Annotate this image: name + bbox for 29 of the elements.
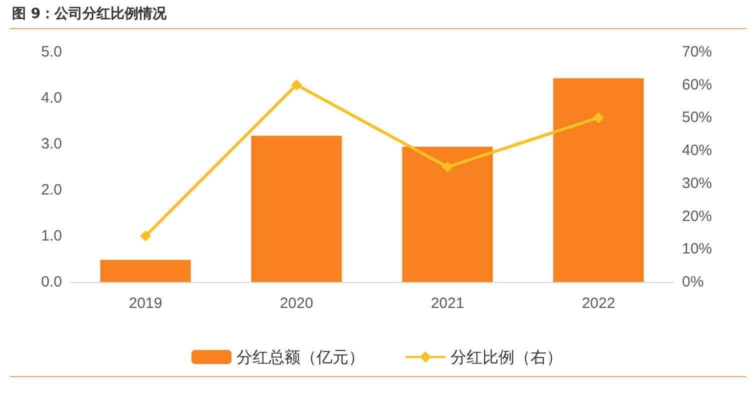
y-tick-label: 5.0 [41, 44, 62, 60]
y-tick-label: 1.0 [41, 228, 62, 244]
legend-label: 分红比例（右） [450, 348, 562, 366]
bar [553, 78, 644, 282]
point [140, 230, 151, 242]
y-tick-label: 3.0 [41, 136, 62, 152]
point [593, 112, 604, 124]
bar [100, 260, 191, 282]
y-tick-label: 0.0 [41, 274, 62, 290]
y2-tick-label: 60% [682, 76, 712, 94]
y2-tick-label: 30% [682, 174, 712, 192]
point [291, 79, 302, 90]
point [442, 162, 453, 172]
x-tick-label: 2022 [582, 295, 616, 312]
y2-tick-label: 20% [682, 208, 712, 225]
bar [402, 146, 493, 282]
y-tick-label: 2.0 [41, 182, 62, 198]
y-tick-label: 4.0 [41, 90, 62, 106]
y2-tick-label: 70% [682, 44, 712, 60]
x-tick-label: 2019 [128, 295, 162, 312]
y2-tick-label: 0% [682, 274, 704, 290]
x-tick-label: 2021 [430, 295, 464, 312]
chart-title: 图 9：公司分红比例情况 [12, 5, 167, 23]
x-tick-label: 2020 [280, 295, 314, 312]
bar [251, 136, 342, 282]
y2-tick-label: 40% [682, 142, 712, 160]
legend-label: 分红总额（亿元） [236, 348, 364, 366]
y2-tick-label: 10% [682, 240, 712, 258]
y2-tick-label: 50% [682, 109, 712, 126]
